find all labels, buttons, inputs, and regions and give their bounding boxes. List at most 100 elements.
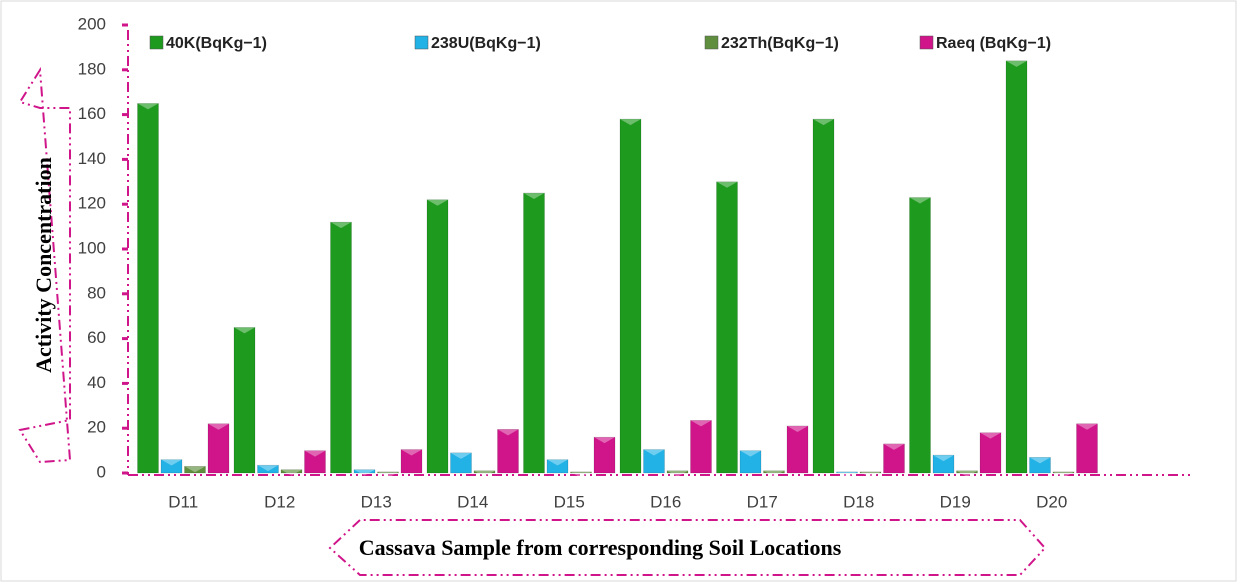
bar	[233, 327, 256, 474]
bar-cap	[547, 459, 568, 466]
bar-cap	[427, 199, 448, 206]
bar-cap	[860, 471, 881, 478]
bar-cap	[281, 469, 302, 476]
bar-cap	[474, 470, 495, 477]
y-tick-label: 160	[78, 104, 106, 123]
bar	[786, 425, 809, 474]
bar	[956, 470, 978, 474]
bar	[450, 452, 472, 474]
x-title-frame	[328, 519, 1047, 576]
bar-cap	[208, 423, 229, 430]
bar	[280, 469, 303, 474]
bar-cap	[523, 193, 545, 199]
bar	[666, 470, 689, 474]
bar	[979, 432, 1002, 474]
bar	[859, 471, 882, 474]
bar-cap	[883, 443, 905, 450]
bar-cap	[354, 469, 375, 476]
bar	[716, 181, 738, 474]
bar-cap	[1076, 423, 1098, 430]
x-tick-label: D18	[843, 492, 874, 511]
legend-swatch	[919, 35, 934, 50]
bar-cap	[161, 459, 182, 466]
bar-cap	[813, 119, 834, 126]
bar	[739, 450, 762, 474]
legend-label: 232Th(BqKg−1)	[721, 35, 839, 52]
bar-cap	[330, 222, 352, 229]
y-tick-label: 120	[78, 194, 106, 213]
legend-label: Raeq (BqKg−1)	[936, 35, 1051, 52]
legend-swatch	[414, 35, 429, 50]
y-tick-label: 180	[78, 59, 106, 78]
bar-cap	[763, 470, 785, 477]
bar	[619, 118, 642, 474]
bar	[593, 436, 616, 474]
bar-cap	[234, 327, 255, 334]
bar-cap	[1053, 471, 1074, 478]
bar-cap	[980, 432, 1001, 439]
bar	[137, 103, 159, 474]
bar	[353, 469, 376, 474]
bar	[570, 471, 592, 474]
bar	[690, 420, 712, 474]
bar-cap	[184, 466, 206, 473]
bar	[473, 470, 496, 474]
x-tick-label: D13	[361, 492, 392, 511]
bar	[546, 459, 569, 474]
bar	[1005, 60, 1028, 474]
x-tick-label: D12	[264, 492, 295, 511]
legend-swatch	[704, 35, 719, 50]
y-tick-label: 80	[87, 283, 106, 302]
bar-cap	[667, 470, 688, 477]
x-tick-label: D19	[940, 492, 971, 511]
bar	[400, 449, 423, 474]
y-tick-label: 140	[78, 149, 106, 168]
y-tick-label: 20	[87, 418, 106, 437]
y-tick-label: 200	[78, 14, 106, 33]
bar-cap	[933, 455, 954, 462]
bar-cap	[304, 450, 326, 457]
bar	[160, 459, 183, 474]
bar-cap	[497, 429, 519, 436]
bar	[883, 443, 905, 474]
legend-label: 40K(BqKg−1)	[166, 35, 267, 52]
bar-cap	[1029, 457, 1051, 464]
bar	[763, 470, 785, 474]
legend-swatch	[149, 35, 164, 50]
bar	[184, 466, 206, 474]
bar	[523, 192, 545, 474]
x-tick-label: D20	[1036, 492, 1067, 511]
bar	[207, 423, 230, 474]
y-title-frame	[18, 66, 72, 464]
bar	[377, 471, 399, 474]
bar-cap	[716, 181, 738, 188]
bar-cap	[740, 450, 761, 457]
bar-cap	[257, 465, 279, 472]
bar	[1052, 471, 1075, 474]
y-tick-label: 60	[87, 328, 106, 347]
x-tick-label: D17	[747, 492, 778, 511]
bar	[909, 197, 931, 474]
y-tick-label: 40	[87, 373, 106, 392]
bar-cap	[1006, 60, 1027, 67]
bar-cap	[956, 470, 978, 477]
bar	[330, 221, 352, 474]
bar-cap	[836, 471, 858, 478]
bar	[643, 449, 665, 474]
bar-cap	[570, 471, 592, 478]
bar-cap	[594, 437, 615, 444]
bar	[932, 454, 955, 474]
bar-cap	[690, 420, 712, 427]
bar-cap	[137, 103, 159, 110]
bar	[304, 450, 326, 474]
legend-label: 238U(BqKg−1)	[431, 35, 541, 52]
bar-cap	[401, 449, 422, 456]
y-axis-title: Activity Concentration	[31, 157, 56, 373]
bar-cap	[450, 452, 472, 459]
y-tick-label: 0	[97, 462, 106, 481]
bar-cap	[787, 425, 808, 432]
y-tick-label: 100	[78, 238, 106, 257]
bar-cap	[377, 471, 399, 478]
